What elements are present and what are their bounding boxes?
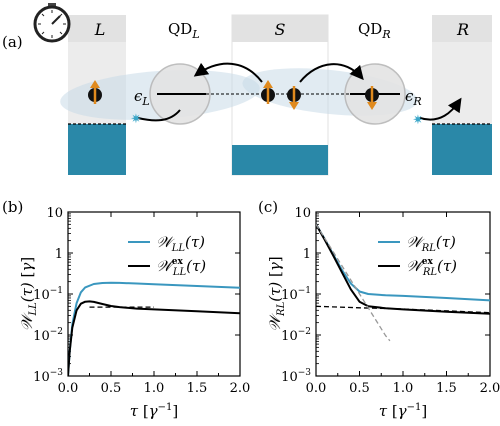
tunnel-arrow-to-right-dot (299, 63, 364, 83)
series-line-c-1 (316, 223, 490, 315)
x-tick-label-b-3: 1.5 (187, 381, 208, 396)
electron-in-superconductor-down (287, 86, 301, 110)
lead-left-fermi-sea (68, 124, 126, 175)
schematic-panel: (a) L S R QDL QDR ϵL ϵR (2, 3, 492, 176)
y-axis-label-c: 𝒲RL(τ) [γ] (266, 256, 287, 331)
y-tick-label-b-4: 10 (46, 206, 63, 221)
legend-label-c-1: 𝒲ex RL(τ) (406, 257, 457, 278)
lead-right-label: R (456, 20, 469, 39)
panel-label-a: (a) (2, 33, 23, 51)
superconductor-condensate (232, 145, 328, 175)
lead-left-header (68, 15, 126, 42)
x-tick-label-c-4: 2.0 (480, 381, 500, 396)
y-tick-label-c-3: 1 (303, 247, 311, 262)
series-line-c-3 (316, 223, 391, 342)
tunnel-arrow-to-left-dot (193, 62, 263, 83)
series-group-c (316, 223, 490, 342)
legend-label-c-0: 𝒲RL(τ) (406, 233, 456, 254)
panel-label-c: (c) (258, 198, 278, 216)
stopwatch-icon (33, 3, 71, 43)
y-tick-label-c-0: 10−3 (281, 368, 311, 385)
lead-right-fermi-sea (432, 124, 492, 175)
y-tick-label-b-1: 10−2 (33, 327, 63, 344)
panel-label-b: (b) (2, 198, 23, 216)
detection-star-right-icon: ✷ (413, 113, 424, 128)
y-tick-label-b-2: 10−1 (33, 286, 63, 303)
epsilon-left-label: ϵL (134, 87, 150, 108)
x-tick-label-b-1: 0.5 (101, 381, 122, 396)
electron-in-left-lead (88, 80, 102, 104)
dot-left-label: QDL (168, 20, 200, 41)
emission-arrow-left (137, 109, 181, 122)
legend-label-b-1: 𝒲ex LL(τ) (156, 257, 206, 278)
x-tick-label-b-0: 0.0 (58, 381, 79, 396)
superconductor-label: S (275, 20, 286, 39)
y-tick-label-c-4: 10 (294, 206, 311, 221)
x-axis-label-c: τ [γ−1] (379, 402, 428, 420)
epsilon-right-label: ϵR (405, 87, 422, 108)
x-tick-label-c-3: 1.5 (436, 381, 457, 396)
legend-label-b-0: 𝒲LL(τ) (156, 233, 205, 254)
y-tick-label-b-3: 1 (55, 247, 63, 262)
plot-frame-c (315, 211, 491, 377)
x-tick-label-c-2: 1.0 (393, 381, 414, 396)
x-tick-label-c-0: 0.0 (306, 381, 327, 396)
detection-star-left-icon: ✷ (131, 112, 142, 127)
x-tick-label-b-2: 1.0 (144, 381, 165, 396)
x-tick-label-b-4: 2.0 (230, 381, 251, 396)
series-line-c-0 (316, 223, 490, 302)
y-tick-label-b-0: 10−3 (33, 368, 63, 385)
series-line-b-1 (68, 300, 240, 376)
x-axis-label-b: τ [γ−1] (130, 402, 179, 420)
chart-panel-b: (b) 0.0 0.5 1.0 1.5 2.0 10−3 10−2 10−1 1 10 𝒲LL(τ) 𝒲… (2, 198, 250, 420)
x-tick-label-c-1: 0.5 (349, 381, 370, 396)
lead-left-label: L (94, 20, 106, 39)
electron-in-superconductor-up (261, 80, 275, 104)
plot-frame-b (67, 211, 241, 377)
series-line-b-0 (68, 281, 240, 376)
electron-in-right-dot (365, 86, 379, 110)
chart-panel-c: (c) 0.0 0.5 1.0 1.5 2.0 10−3 10−2 10−1 1 10 𝒲RL(τ) 𝒲… (258, 198, 500, 420)
superconductor-header (232, 15, 328, 42)
emission-arrow-right (419, 97, 462, 121)
y-tick-label-c-2: 10−1 (281, 286, 311, 303)
series-line-c-2 (316, 305, 490, 314)
y-axis-label-b: 𝒲LL(τ) [γ] (18, 257, 39, 331)
series-group-b (68, 281, 240, 376)
dot-right-label: QDR (358, 20, 391, 41)
y-tick-label-c-1: 10−2 (281, 327, 311, 344)
lead-right-header (432, 15, 492, 42)
